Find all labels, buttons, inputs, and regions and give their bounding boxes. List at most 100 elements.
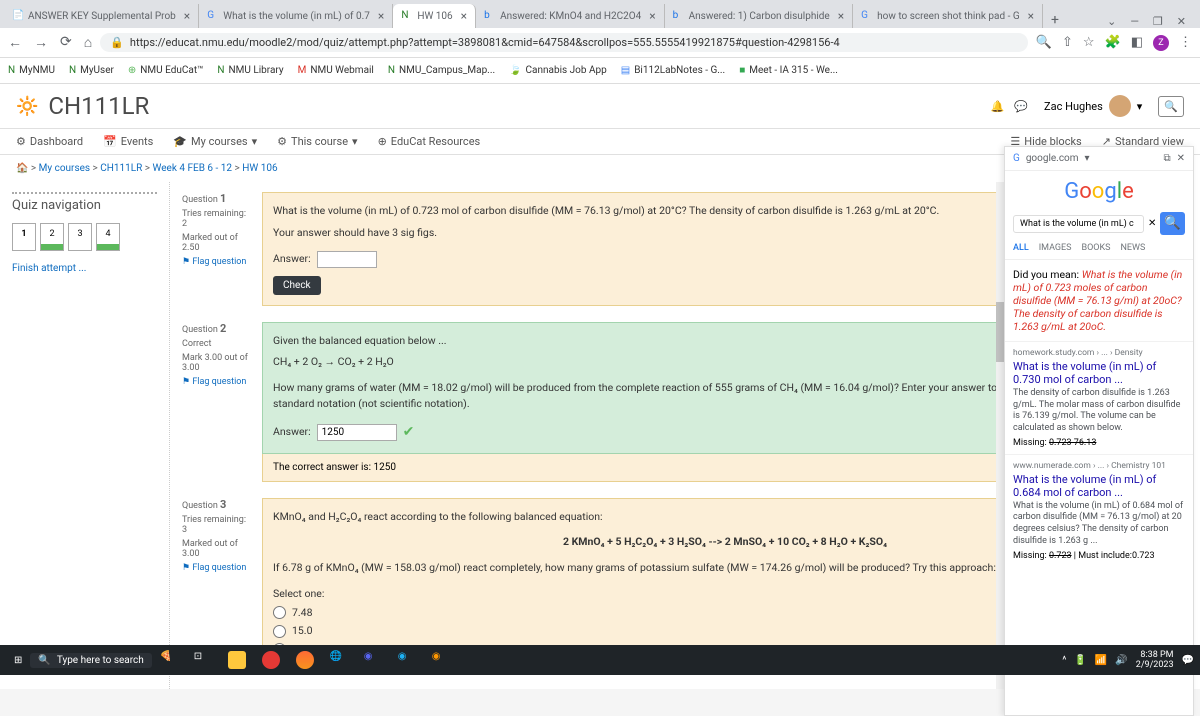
search-result-1[interactable]: homework.study.com › ... › Density What …: [1005, 341, 1193, 454]
search-result-2[interactable]: www.numerade.com › ... › Chemistry 101 W…: [1005, 454, 1193, 567]
maximize-icon[interactable]: ❐: [1153, 15, 1163, 28]
extension-icon[interactable]: 🧩: [1105, 35, 1121, 50]
profile-icon[interactable]: Z: [1153, 35, 1169, 51]
bookmark-item[interactable]: ⊕NMU EduCat™: [128, 65, 203, 76]
close-icon[interactable]: ×: [461, 9, 467, 23]
qnav-4[interactable]: 4: [96, 223, 120, 251]
tab-2[interactable]: GWhat is the volume (in mL) of 0.7×: [199, 4, 393, 28]
nav-events[interactable]: 📅Events: [103, 135, 153, 148]
clear-icon[interactable]: ✕: [1148, 218, 1156, 229]
chevron-down-icon[interactable]: ⌄: [1107, 15, 1116, 28]
crumb[interactable]: HW 106: [242, 163, 277, 174]
flag-question-link[interactable]: ⚑ Flag question: [182, 563, 252, 573]
bookmark-item[interactable]: MNMU Webmail: [298, 65, 374, 76]
qnav-1[interactable]: 1: [12, 223, 36, 251]
flag-question-link[interactable]: ⚑ Flag question: [182, 257, 252, 267]
minimize-icon[interactable]: —: [1130, 15, 1139, 28]
answer-input[interactable]: [317, 424, 397, 441]
search-icon[interactable]: 🔍: [1036, 35, 1052, 50]
radio-input[interactable]: [273, 606, 286, 619]
menu-icon[interactable]: ⋮: [1179, 35, 1192, 50]
answer-input[interactable]: [317, 251, 377, 268]
tab-6[interactable]: Ghow to screen shot think pad - G×: [853, 4, 1043, 28]
share-icon[interactable]: ⇧: [1062, 35, 1073, 50]
google-search-input[interactable]: [1013, 215, 1144, 233]
sidepanel-icon[interactable]: ◧: [1131, 35, 1143, 50]
address-bar[interactable]: 🔒 https://educat.nmu.edu/moodle2/mod/qui…: [100, 33, 1028, 52]
bell-icon[interactable]: 🔔: [991, 100, 1005, 113]
battery-icon[interactable]: 🔋: [1074, 655, 1086, 666]
forward-icon[interactable]: →: [34, 34, 48, 51]
tab-label: HW 106: [417, 11, 452, 22]
close-icon[interactable]: ✕: [1177, 15, 1186, 28]
wifi-icon[interactable]: 📶: [1095, 655, 1107, 666]
back-icon[interactable]: ←: [8, 34, 22, 51]
bookmark-item[interactable]: ■Meet - IA 315 - We...: [739, 65, 838, 76]
nav-resources[interactable]: ⊕EduCat Resources: [378, 135, 481, 148]
star-icon[interactable]: ☆: [1083, 35, 1095, 50]
crumb[interactable]: Week 4 FEB 6 - 12: [153, 163, 232, 174]
tray-chevron-icon[interactable]: ^: [1062, 655, 1066, 666]
bookmark-item[interactable]: NNMU_Campus_Map...: [388, 65, 495, 76]
tab-images[interactable]: IMAGES: [1039, 243, 1072, 253]
clock-date[interactable]: 2/9/2023: [1136, 660, 1174, 670]
explorer-icon[interactable]: [228, 651, 246, 669]
nav-thiscourse[interactable]: ⚙This course ▾: [277, 135, 357, 148]
tab-news[interactable]: NEWS: [1120, 243, 1145, 253]
qnav-2[interactable]: 2: [40, 223, 64, 251]
finish-attempt-link[interactable]: Finish attempt ...: [12, 263, 86, 274]
crumb[interactable]: My courses: [39, 163, 90, 174]
flag-question-link[interactable]: ⚑ Flag question: [182, 377, 252, 387]
tab-4[interactable]: bAnswered: KMnO4 and H2C2O4×: [476, 4, 665, 28]
nav-dashboard[interactable]: ⚙Dashboard: [16, 135, 83, 148]
chat-icon[interactable]: 💬: [1014, 100, 1028, 113]
radio-input[interactable]: [273, 625, 286, 638]
google-search-button[interactable]: 🔍: [1160, 212, 1185, 235]
app-icon[interactable]: ◉: [432, 651, 450, 669]
tab-books[interactable]: BOOKS: [1082, 243, 1111, 253]
close-icon[interactable]: ×: [838, 9, 844, 23]
close-icon[interactable]: ×: [184, 9, 190, 23]
search-box[interactable]: 🔍 Type here to search: [30, 653, 151, 668]
reload-icon[interactable]: ⟳: [60, 34, 72, 51]
discord-icon[interactable]: ◉: [364, 651, 382, 669]
quiz-navigation-block: Quiz navigation 1 2 3 4 Finish attempt .…: [0, 182, 170, 689]
bookmark-item[interactable]: ▤Bi112LabNotes - G...: [621, 65, 725, 76]
volume-icon[interactable]: 🔊: [1115, 655, 1127, 666]
qnav-3[interactable]: 3: [68, 223, 92, 251]
chevron-down-icon[interactable]: ▾: [1085, 153, 1090, 164]
start-button[interactable]: ⊞: [6, 655, 30, 666]
tab-label: ANSWER KEY Supplemental Prob: [28, 11, 176, 22]
did-you-mean[interactable]: Did you mean: What is the volume (in mL)…: [1005, 260, 1193, 341]
bookmark-item[interactable]: NNMU Library: [217, 65, 283, 76]
close-icon[interactable]: ×: [649, 9, 655, 23]
bookmark-item[interactable]: NMyNMU: [8, 65, 55, 76]
new-tab-button[interactable]: +: [1043, 12, 1067, 28]
app-icon[interactable]: ◉: [398, 651, 416, 669]
close-icon[interactable]: ×: [1028, 9, 1034, 23]
chrome-icon[interactable]: 🌐: [330, 651, 348, 669]
bookmark-item[interactable]: 🍃Cannabis Job App: [509, 65, 607, 76]
crumb[interactable]: CH111LR: [100, 163, 142, 174]
nav-mycourses[interactable]: 🎓My courses ▾: [173, 135, 257, 148]
close-icon[interactable]: ×: [378, 9, 384, 23]
clock-time[interactable]: 8:38 PM: [1136, 650, 1174, 660]
open-icon[interactable]: ⧉: [1163, 153, 1170, 164]
bookmark-item[interactable]: NMyUser: [69, 65, 114, 76]
app-icon[interactable]: [296, 651, 314, 669]
tab-5[interactable]: bAnswered: 1) Carbon disulphide×: [665, 4, 854, 28]
user-menu[interactable]: Zac Hughes ▾: [1038, 93, 1148, 119]
check-button[interactable]: Check: [273, 276, 321, 295]
app-icon[interactable]: 🍕: [160, 651, 178, 669]
search-icon[interactable]: 🔍: [1158, 96, 1184, 117]
home-icon[interactable]: ⌂: [84, 34, 92, 51]
favicon: N: [401, 10, 413, 22]
notifications-icon[interactable]: 💬: [1182, 655, 1194, 666]
app-icon[interactable]: [262, 651, 280, 669]
scrollbar[interactable]: [996, 182, 1004, 689]
cortana-icon[interactable]: ⊡: [194, 651, 212, 669]
tab-1[interactable]: 📄ANSWER KEY Supplemental Prob×: [4, 4, 199, 28]
tab-3[interactable]: N HW 106 ×: [393, 4, 476, 28]
close-icon[interactable]: ✕: [1177, 153, 1185, 164]
tab-all[interactable]: ALL: [1013, 243, 1029, 253]
